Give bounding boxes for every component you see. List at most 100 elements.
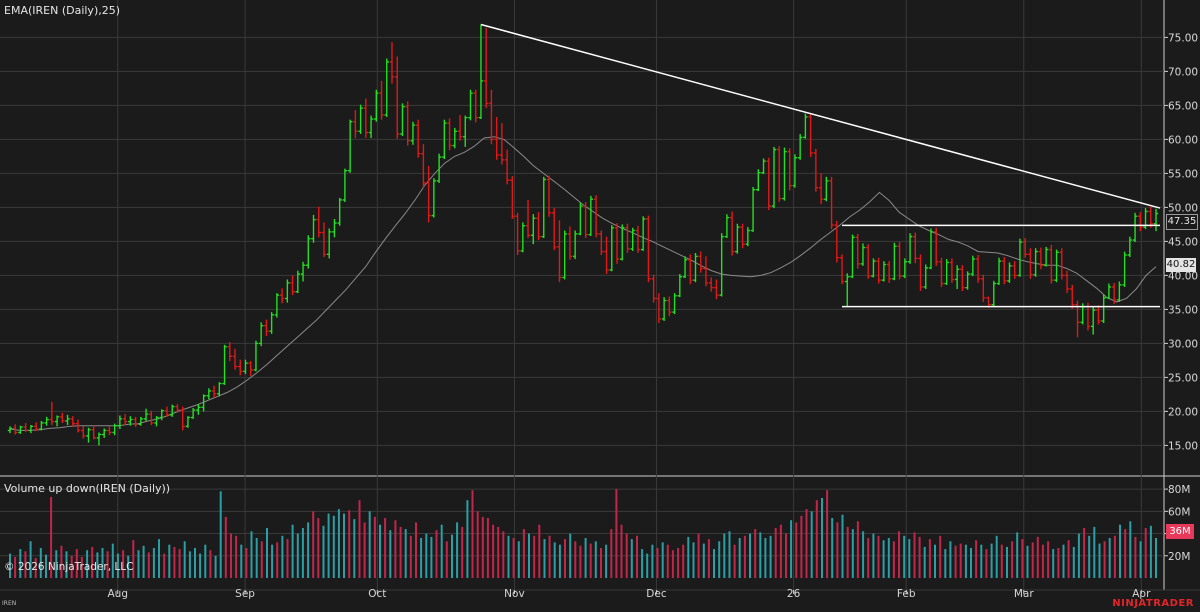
ohlc-bar bbox=[1017, 238, 1023, 277]
ohlc-bar bbox=[311, 214, 316, 243]
volume-bar bbox=[420, 538, 423, 578]
ohlc-bar bbox=[384, 58, 389, 117]
ohlc-bar bbox=[499, 123, 505, 165]
price-tick-label: 15.00 bbox=[1168, 440, 1198, 452]
volume-bar bbox=[692, 542, 695, 578]
volume-bar bbox=[553, 542, 556, 578]
volume-bar bbox=[558, 544, 561, 578]
ohlc-bar bbox=[625, 223, 630, 253]
volume-bar bbox=[666, 544, 669, 578]
volume-bar bbox=[240, 544, 243, 578]
volume-bar bbox=[1006, 546, 1008, 578]
ohlc-bar bbox=[180, 406, 185, 431]
volume-bar bbox=[60, 545, 63, 578]
volume-bar bbox=[394, 520, 397, 578]
volume-bar bbox=[219, 491, 222, 578]
ohlc-bar bbox=[400, 103, 405, 136]
volume-bar bbox=[774, 528, 777, 578]
volume-bar bbox=[466, 500, 469, 578]
volume-bar bbox=[743, 535, 746, 578]
month-label: Aug bbox=[107, 588, 128, 600]
ohlc-bar bbox=[431, 178, 437, 218]
ohlc-bar bbox=[839, 254, 845, 285]
price-tick-label: 30.00 bbox=[1168, 338, 1198, 350]
ohlc-bar bbox=[834, 221, 839, 263]
ohlc-bar bbox=[913, 232, 918, 264]
volume-bar bbox=[50, 496, 53, 578]
ohlc-bar bbox=[981, 274, 986, 302]
ohlc-bar bbox=[572, 230, 578, 260]
volume-bar bbox=[188, 551, 191, 578]
volume-bar bbox=[430, 536, 433, 578]
ohlc-bar bbox=[688, 254, 693, 285]
ema-25-line bbox=[9, 136, 1157, 431]
volume-bar bbox=[456, 522, 459, 578]
volume-bar bbox=[636, 535, 638, 578]
volume-bar bbox=[671, 550, 674, 578]
volume-bar bbox=[939, 535, 942, 578]
ohlc-bar bbox=[1148, 206, 1153, 228]
descending-trendline bbox=[480, 23, 1161, 209]
volume-bar bbox=[291, 524, 294, 578]
ohlc-bar bbox=[918, 254, 923, 292]
ohlc-bar bbox=[740, 223, 745, 249]
price-tick-label: 25.00 bbox=[1168, 372, 1198, 384]
volume-bar bbox=[1016, 532, 1019, 578]
volume-bar bbox=[821, 498, 823, 578]
ohlc-bar bbox=[243, 359, 248, 374]
ohlc-bar bbox=[771, 146, 777, 209]
ohlc-bar bbox=[112, 423, 117, 436]
ohlc-bar bbox=[693, 252, 698, 283]
volume-bar bbox=[707, 539, 710, 578]
ohlc-bar bbox=[965, 271, 970, 290]
ohlc-bar bbox=[599, 230, 604, 255]
volume-bar bbox=[512, 538, 515, 578]
ohlc-bar bbox=[290, 275, 295, 296]
ohlc-bar bbox=[222, 344, 227, 385]
ohlc-bar bbox=[593, 195, 599, 238]
volume-bar bbox=[96, 552, 99, 578]
volume-tick-label: 20M bbox=[1168, 551, 1190, 563]
ohlc-bar bbox=[426, 165, 431, 223]
volume-bar bbox=[697, 533, 700, 578]
volume-bar bbox=[286, 539, 289, 578]
volume-bar bbox=[245, 548, 248, 578]
volume-bar bbox=[348, 510, 351, 578]
volume-bar bbox=[600, 548, 602, 578]
volume-bar bbox=[528, 533, 530, 578]
ohlc-bar bbox=[829, 176, 834, 230]
volume-bar bbox=[1031, 542, 1034, 578]
volume-bar bbox=[415, 522, 417, 578]
volume-bar bbox=[1000, 544, 1003, 578]
ohlc-bar bbox=[483, 27, 489, 109]
volume-bar bbox=[445, 541, 448, 578]
volume-bar bbox=[409, 535, 412, 578]
ohlc-bar bbox=[39, 420, 44, 431]
month-label: Dec bbox=[646, 588, 667, 600]
volume-bar bbox=[975, 540, 978, 578]
ohlc-bar bbox=[232, 348, 238, 370]
ohlc-bar bbox=[646, 215, 651, 283]
volume-bar bbox=[651, 544, 654, 578]
ohlc-bar bbox=[745, 227, 751, 247]
volume-bar bbox=[389, 530, 392, 578]
price-level-tag: 47.35 bbox=[1166, 214, 1198, 230]
ohlc-bar bbox=[1101, 294, 1106, 323]
ohlc-bar bbox=[620, 224, 625, 261]
ohlc-bar bbox=[117, 415, 123, 430]
ohlc-bar bbox=[886, 261, 892, 283]
ohlc-bar bbox=[1091, 306, 1096, 335]
ohlc-bar bbox=[410, 121, 416, 145]
ohlc-bar bbox=[813, 148, 819, 192]
volume-bar bbox=[486, 518, 489, 578]
volume-bar bbox=[163, 553, 166, 578]
ohlc-bar bbox=[248, 361, 253, 377]
volume-bar bbox=[615, 489, 618, 578]
volume-bar bbox=[702, 543, 705, 578]
ohlc-bar bbox=[1117, 281, 1122, 302]
volume-bar bbox=[29, 541, 32, 578]
volume-bar bbox=[918, 536, 921, 578]
ohlc-bar bbox=[175, 403, 180, 413]
